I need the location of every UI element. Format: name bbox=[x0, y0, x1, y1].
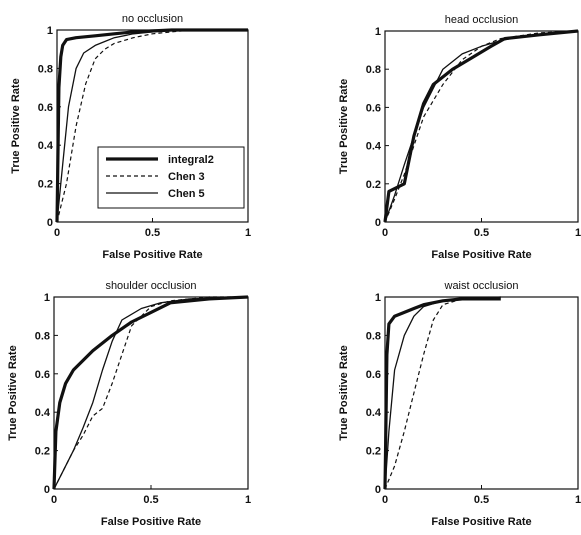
series-line-chen-5 bbox=[384, 296, 501, 490]
y-tick-label: 0.2 bbox=[35, 446, 50, 458]
y-tick-label: 0.8 bbox=[366, 64, 381, 76]
y-tick-label: 1 bbox=[47, 25, 53, 37]
y-tick-label: 0.8 bbox=[366, 330, 381, 342]
series-line-chen-5 bbox=[53, 296, 249, 490]
y-tick-label: 0 bbox=[375, 484, 381, 496]
y-tick-label: 0.6 bbox=[35, 369, 50, 381]
y-tick-label: 0.6 bbox=[38, 102, 53, 114]
x-tick-label: 0 bbox=[54, 227, 60, 239]
y-tick-label: 0.8 bbox=[35, 330, 50, 342]
axes-frame bbox=[53, 296, 249, 490]
x-tick-label: 1 bbox=[575, 227, 581, 239]
y-tick-label: 0.4 bbox=[38, 140, 54, 152]
legend-box bbox=[97, 146, 245, 209]
series-line-chen-3 bbox=[53, 296, 248, 490]
x-axis-label: False Positive Rate bbox=[431, 249, 531, 261]
y-tick-label: 1 bbox=[375, 292, 381, 304]
y-tick-label: 1 bbox=[375, 26, 381, 38]
series-line-integral2 bbox=[383, 29, 579, 223]
chart-title: no occlusion bbox=[122, 13, 183, 25]
x-tick-label: 0.5 bbox=[145, 227, 160, 239]
chart-panel-3: shoulder occlusion 0 0.5 1 0 0.2 0.4 0.6 0.8 1 Fal… bbox=[7, 280, 251, 528]
legend-label: integral2 bbox=[168, 154, 214, 166]
chart-title: shoulder occlusion bbox=[105, 280, 196, 292]
y-tick-label: 0.6 bbox=[366, 102, 381, 114]
y-tick-label: 0.2 bbox=[38, 179, 53, 191]
chart-title: waist occlusion bbox=[444, 280, 519, 292]
y-axis-label: True Positive Rate bbox=[7, 345, 19, 440]
series-line-integral2 bbox=[383, 297, 501, 490]
series-line-integral2 bbox=[52, 295, 249, 490]
x-tick-label: 1 bbox=[575, 494, 581, 506]
y-tick-label: 0.4 bbox=[366, 141, 382, 153]
series-line-chen-5 bbox=[56, 29, 248, 223]
x-tick-label: 0.5 bbox=[143, 494, 158, 506]
y-tick-label: 0.4 bbox=[35, 407, 51, 419]
x-tick-label: 0 bbox=[382, 494, 388, 506]
y-tick-label: 0 bbox=[47, 217, 53, 229]
legend-label: Chen 5 bbox=[168, 188, 205, 200]
series-line-chen-5 bbox=[384, 30, 579, 223]
y-tick-label: 1 bbox=[44, 292, 50, 304]
axes-frame bbox=[384, 30, 579, 223]
x-tick-label: 0.5 bbox=[474, 227, 489, 239]
series-line-chen-3 bbox=[384, 30, 579, 223]
y-axis-label: True Positive Rate bbox=[338, 345, 350, 440]
x-axis-label: False Positive Rate bbox=[431, 516, 531, 528]
x-tick-label: 0 bbox=[51, 494, 57, 506]
y-tick-label: 0.2 bbox=[366, 446, 381, 458]
y-tick-label: 0.2 bbox=[366, 179, 381, 191]
series-line-chen-3 bbox=[384, 296, 501, 490]
legend-label: Chen 3 bbox=[168, 171, 205, 183]
chart-panel-2: head occlusion 0 0.5 1 0 0.2 0.4 0.6 0.8 1 False P… bbox=[338, 14, 581, 261]
y-tick-label: 0.4 bbox=[366, 407, 382, 419]
x-tick-label: 0 bbox=[382, 227, 388, 239]
y-tick-label: 0.6 bbox=[366, 369, 381, 381]
chart-panel-4: waist occlusion 0 0.5 1 0 0.2 0.4 0.6 0.8 1 False … bbox=[338, 280, 581, 528]
x-tick-label: 0.5 bbox=[474, 494, 489, 506]
x-axis-label: False Positive Rate bbox=[102, 249, 202, 261]
y-axis-label: True Positive Rate bbox=[338, 79, 350, 174]
x-tick-label: 1 bbox=[245, 494, 251, 506]
chart-panel-1: no occlusion 0 0.5 1 0 0.2 0.4 0.6 0.8 1 False Pos… bbox=[10, 13, 251, 261]
chart-title: head occlusion bbox=[445, 14, 518, 26]
y-tick-label: 0 bbox=[375, 217, 381, 229]
y-tick-label: 0 bbox=[44, 484, 50, 496]
x-axis-label: False Positive Rate bbox=[101, 516, 201, 528]
series-line-chen-3 bbox=[56, 29, 248, 223]
y-axis-label: True Positive Rate bbox=[10, 78, 22, 173]
y-tick-label: 0.8 bbox=[38, 63, 53, 75]
x-tick-label: 1 bbox=[245, 227, 251, 239]
